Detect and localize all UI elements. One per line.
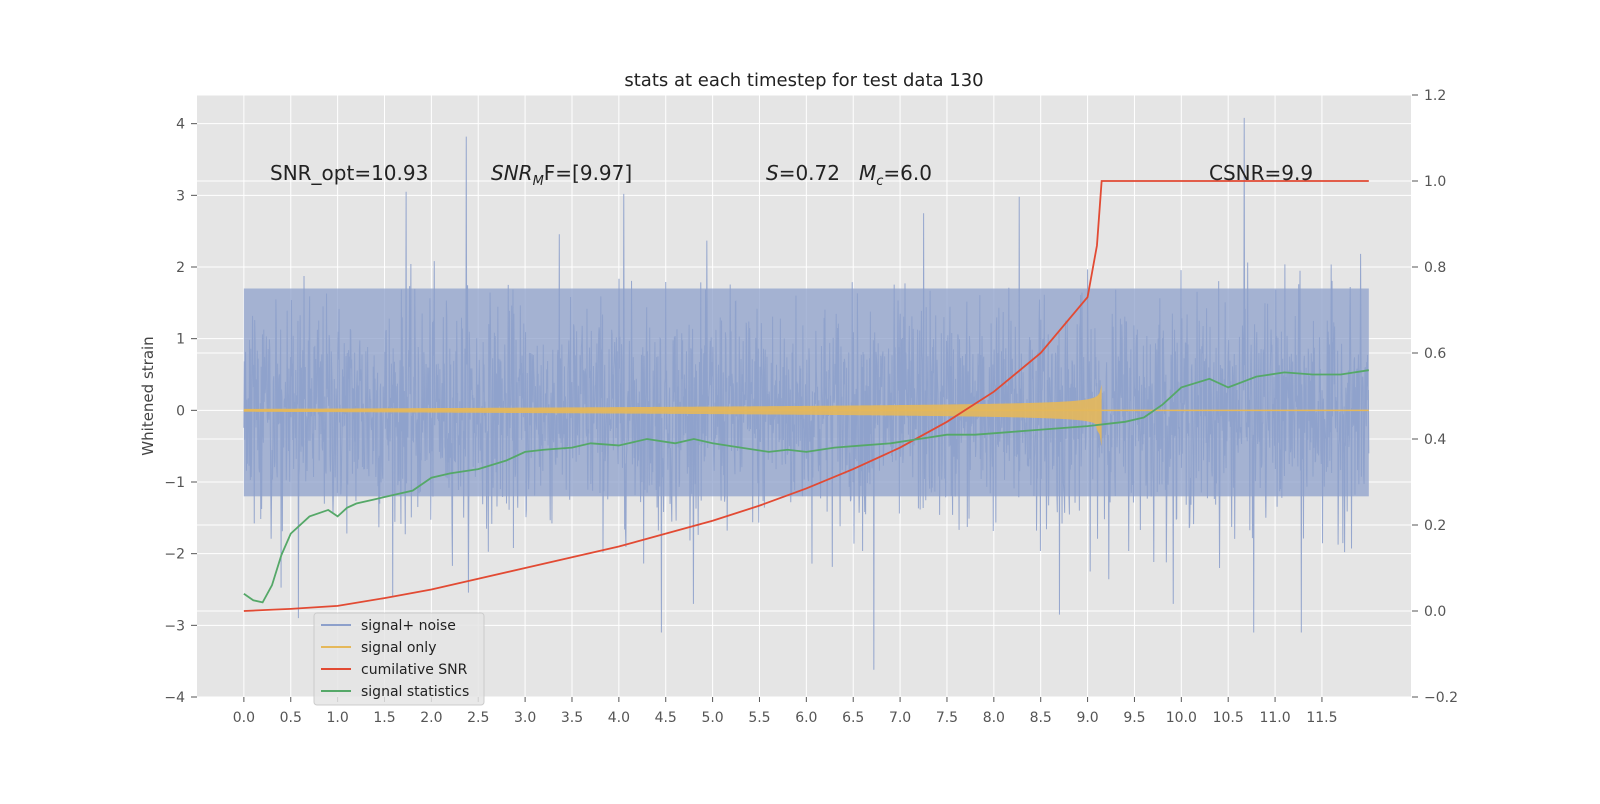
x-tick-label: 11.5	[1306, 710, 1337, 726]
x-tick-label: 4.5	[655, 710, 677, 726]
y-tick-label: −4	[164, 690, 185, 706]
legend-label: signal+ noise	[361, 618, 456, 634]
x-tick-label: 6.0	[795, 710, 817, 726]
x-tick-label: 11.0	[1259, 710, 1290, 726]
y2-tick-label: 0.8	[1424, 260, 1446, 276]
x-tick-label: 2.5	[467, 710, 489, 726]
annotation-snr-mf: SNRMF=[9.97]	[491, 161, 632, 189]
x-tick-label: 8.0	[983, 710, 1005, 726]
x-tick-label: 2.0	[420, 710, 442, 726]
x-tick-label: 8.5	[1030, 710, 1052, 726]
y2-tick-label: −0.2	[1424, 690, 1458, 706]
x-tick-label: 7.5	[936, 710, 958, 726]
legend-label: signal statistics	[361, 684, 469, 700]
annotation-mc: Mc=6.0	[859, 161, 932, 189]
y2-tick-label: 0.4	[1424, 432, 1446, 448]
y2-tick-label: 0.0	[1424, 604, 1446, 620]
x-tick-label: 3.0	[514, 710, 536, 726]
y2-tick-label: 1.2	[1424, 88, 1446, 104]
annotation-s: S=0.72	[766, 161, 840, 185]
x-tick-label: 0.0	[233, 710, 255, 726]
y-tick-label: −2	[164, 547, 185, 563]
x-tick-label: 10.5	[1213, 710, 1244, 726]
annotation-snr-mf-sub: M	[533, 174, 544, 189]
annotation-csnr: CSNR=9.9	[1209, 161, 1313, 185]
x-tick-label: 3.5	[561, 710, 583, 726]
legend: signal+ noise signal only cumilative SNR si…	[313, 612, 485, 706]
annotation-s-main: S	[766, 161, 779, 185]
signal-only-envelope	[243, 384, 1102, 447]
x-tick-label: 5.0	[701, 710, 723, 726]
series-layer	[243, 117, 1370, 670]
axes: 0.0 0.5 1.0 1.5 2.0 2.5 3.0 3.5 4.0 4.5 5.0 5.5 6.0 6…	[164, 88, 1458, 726]
legend-label: cumilative SNR	[361, 662, 468, 678]
annotation-s-rest: =0.72	[779, 161, 840, 185]
x-tick-label: 1.5	[373, 710, 395, 726]
annotation-snr-opt: SNR_opt=10.93	[270, 161, 428, 185]
series-signal-statistics	[243, 369, 1369, 604]
y-axis-label: Whitened strain	[139, 336, 157, 455]
y-tick-label: 1	[176, 332, 185, 348]
x-tick-label: 6.5	[842, 710, 864, 726]
y2-tick-label: 0.6	[1424, 346, 1446, 362]
x-tick-label: 9.0	[1076, 710, 1098, 726]
x-tick-label: 1.0	[326, 710, 348, 726]
annotations: SNR_opt=10.93 SNRMF=[9.97] S=0.72 Mc=6.0…	[270, 161, 1313, 189]
series-signal-noise	[243, 117, 1370, 670]
y2-tick-label: 1.0	[1424, 174, 1446, 190]
x-tick-label: 10.0	[1166, 710, 1197, 726]
y-tick-label: 3	[176, 188, 185, 204]
x-tick-label: 9.5	[1123, 710, 1145, 726]
signal-noise-line	[243, 117, 1370, 670]
y-tick-label: −1	[164, 475, 185, 491]
y2-tick-label: 0.2	[1424, 518, 1446, 534]
legend-label: signal only	[361, 640, 436, 656]
series-signal-only	[243, 384, 1369, 447]
annotation-mc-main: M	[859, 161, 876, 185]
annotation-snr-mf-rest: F=[9.97]	[544, 161, 632, 185]
x-tick-label: 5.5	[748, 710, 770, 726]
y-tick-label: 0	[176, 403, 185, 419]
x-tick-label: 0.5	[280, 710, 302, 726]
legend-box	[313, 612, 485, 706]
annotation-snr-mf-main: SNR	[491, 161, 533, 185]
annotation-mc-rest: =6.0	[883, 161, 932, 185]
y-tick-label: 2	[176, 260, 185, 276]
y-tick-label: −3	[164, 618, 185, 634]
annotation-mc-sub: c	[876, 174, 883, 189]
x-tick-label: 4.0	[608, 710, 630, 726]
x-tick-label: 7.0	[889, 710, 911, 726]
chart-title: stats at each timestep for test data 130	[624, 70, 983, 91]
y-tick-label: 4	[176, 117, 185, 133]
series-cumilative-snr	[243, 180, 1369, 612]
